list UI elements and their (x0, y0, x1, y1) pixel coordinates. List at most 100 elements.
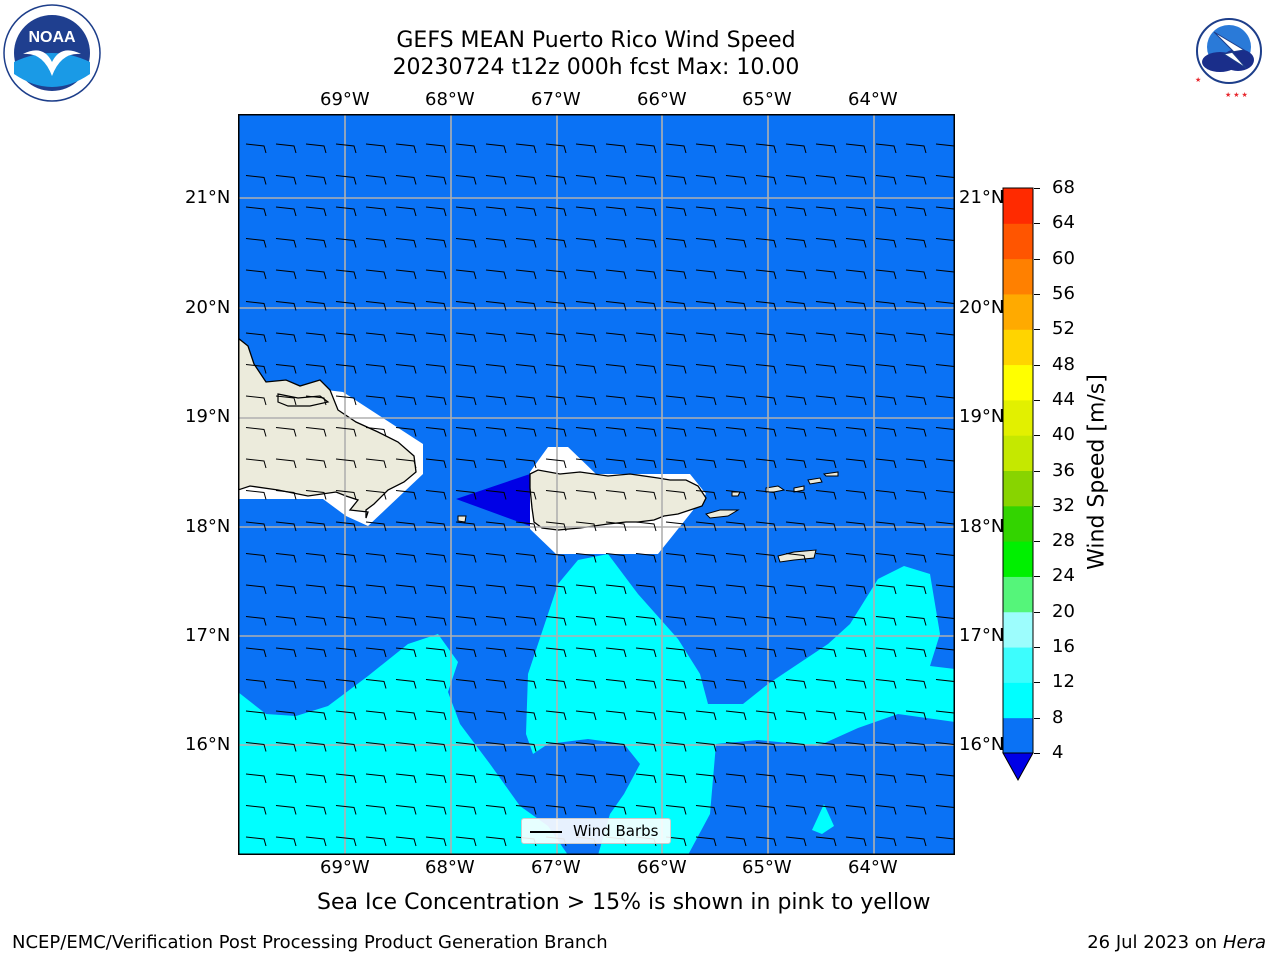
wind-barb (815, 332, 837, 343)
colorbar-tick-mark (1034, 505, 1040, 507)
wind-barb (395, 427, 417, 437)
wind-barb (395, 490, 417, 500)
wind-barb (815, 836, 837, 847)
wind-barb (485, 332, 507, 343)
lat-label-left-3: 19°N (185, 406, 231, 427)
wind-barb (335, 584, 357, 595)
wind-barb (395, 206, 417, 217)
wind-barb (305, 836, 327, 847)
wind-barb (845, 427, 867, 437)
legend-wind-barb-swatch (530, 831, 562, 833)
wind-barb (665, 490, 687, 500)
wind-barb (635, 395, 657, 406)
wind-barb (455, 269, 477, 280)
lon-label-bottom-5: 65°W (742, 857, 792, 878)
wind-barb (755, 490, 777, 500)
lon-label-bottom-2: 68°W (425, 857, 475, 878)
wind-barb (665, 458, 687, 469)
wind-barb (905, 206, 927, 217)
wind-barb (545, 143, 567, 154)
lon-label-bottom-4: 66°W (637, 857, 687, 878)
wind-barb (665, 805, 687, 815)
wind-barb (785, 773, 807, 784)
wind-barb (845, 647, 867, 658)
footer-date-text: 26 Jul 2023 on (1087, 932, 1223, 953)
wind-barb (275, 206, 297, 217)
wind-barb (875, 238, 897, 248)
wind-barb (815, 143, 837, 154)
wind-barb (485, 301, 507, 311)
wind-barb (815, 584, 837, 595)
wind-barb (275, 269, 297, 280)
wind-barb (455, 490, 477, 500)
wind-barb (365, 710, 387, 721)
wind-barb (665, 710, 687, 721)
colorbar-bin (1003, 611, 1033, 648)
wind-barb (665, 553, 687, 563)
wind-barb (875, 836, 897, 847)
wind-barb (245, 679, 267, 689)
wind-barb (815, 553, 837, 563)
wind-barb (695, 773, 717, 784)
wind-barb (425, 584, 447, 595)
wind-barb (845, 521, 867, 532)
wind-barb (815, 301, 837, 311)
wind-barb (665, 836, 687, 847)
wind-barb (275, 395, 297, 406)
wind-barb (725, 332, 747, 343)
colorbar-tick-mark (1034, 258, 1040, 260)
wind-barb (245, 206, 267, 217)
wind-barb (425, 143, 447, 154)
wind-barb (275, 679, 297, 689)
wind-barb (605, 175, 627, 185)
wind-barb (635, 584, 657, 595)
wind-barb (695, 427, 717, 437)
colorbar-bin (1003, 293, 1033, 330)
wind-barb (305, 742, 327, 752)
wind-barb (605, 269, 627, 280)
wind-barb (305, 616, 327, 626)
wind-barb (725, 395, 747, 406)
wind-barb (545, 679, 567, 689)
wind-barb (425, 364, 447, 374)
wind-barb (725, 521, 747, 532)
wind-barb (845, 490, 867, 500)
wind-barb (425, 490, 447, 500)
wind-barb (365, 364, 387, 374)
lon-label-top-3: 67°W (531, 89, 581, 110)
wind-barb (785, 836, 807, 847)
wind-barb (785, 238, 807, 248)
wind-barb (815, 710, 837, 721)
wind-barb (545, 364, 567, 374)
wind-barb (335, 269, 357, 280)
colorbar-tick: 36 (1052, 459, 1075, 481)
wind-barb (695, 805, 717, 815)
wind-barb (515, 616, 537, 626)
colorbar-bin (1003, 647, 1033, 683)
wind-barb (635, 427, 657, 437)
colorbar-tick-mark (1034, 293, 1040, 295)
colorbar-bin (1003, 435, 1033, 471)
wind-barb (695, 679, 717, 689)
wind-barb (635, 332, 657, 343)
wind-barb (305, 332, 327, 343)
wind-barb (725, 458, 747, 469)
wind-barb (455, 301, 477, 311)
wind-barb (755, 143, 777, 154)
wind-barb (575, 238, 597, 248)
wind-barb (815, 395, 837, 406)
wind-barb (245, 805, 267, 815)
colorbar-tick: 48 (1052, 353, 1075, 375)
map-panel (238, 114, 955, 855)
colorbar-label: Wind Speed [m/s] (1084, 374, 1110, 570)
wind-barb (635, 742, 657, 752)
wind-barb (275, 521, 297, 532)
wind-barb (755, 773, 777, 784)
wind-barb (335, 301, 357, 311)
land-mona (457, 515, 467, 523)
wind-barb (905, 301, 927, 311)
wind-barb (305, 364, 327, 374)
wind-barb (665, 301, 687, 311)
lat-label-right-2: 20°N (959, 297, 1005, 318)
wind-barb (395, 238, 417, 248)
